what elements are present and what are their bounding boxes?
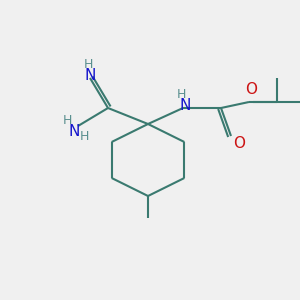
- Text: N: N: [68, 124, 80, 139]
- Text: N: N: [84, 68, 96, 82]
- Text: H: H: [83, 58, 93, 71]
- Text: O: O: [233, 136, 245, 152]
- Text: O: O: [245, 82, 257, 98]
- Text: N: N: [179, 98, 191, 113]
- Text: H: H: [79, 130, 89, 142]
- Text: H: H: [62, 115, 72, 128]
- Text: H: H: [176, 88, 186, 101]
